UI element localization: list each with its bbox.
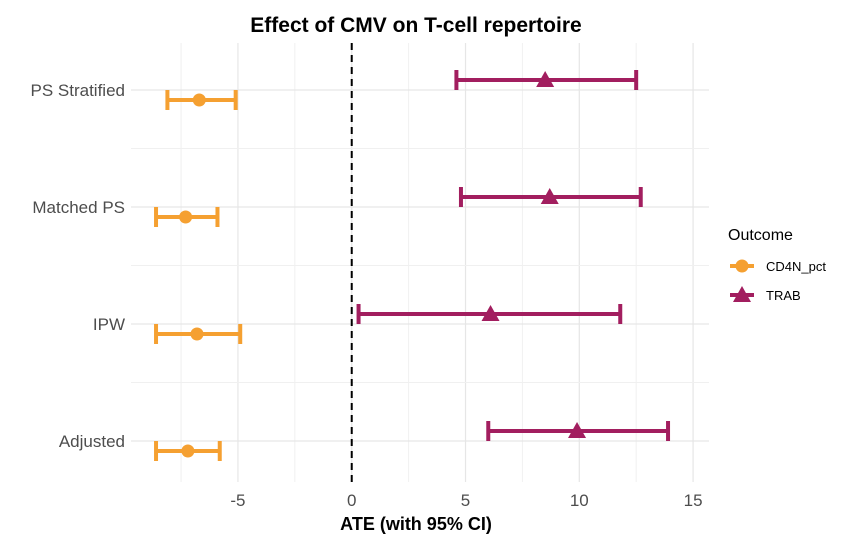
error-bar-TRAB — [356, 304, 623, 324]
error-bar-CD4N_pct — [154, 207, 220, 227]
x-axis-label: ATE (with 95% CI) — [340, 514, 492, 534]
legend-label: CD4N_pct — [766, 259, 826, 274]
x-tick-label: 5 — [461, 491, 470, 510]
x-tick-label: 15 — [684, 491, 703, 510]
point-estimate — [481, 305, 500, 321]
point-estimate — [192, 93, 206, 107]
legend-key-marker — [735, 259, 749, 273]
x-tick-label: 10 — [570, 491, 589, 510]
y-tick-label: Adjusted — [59, 432, 125, 451]
point-estimate — [540, 188, 559, 204]
legend-title: Outcome — [728, 227, 793, 244]
y-tick-label: PS Stratified — [31, 81, 126, 100]
error-bar-TRAB — [454, 70, 639, 90]
chart-title: Effect of CMV on T-cell repertoire — [250, 14, 581, 37]
error-bar-CD4N_pct — [154, 441, 222, 461]
y-tick-label: IPW — [93, 315, 125, 334]
y-tick-label: Matched PS — [32, 198, 125, 217]
point-estimate — [568, 422, 587, 438]
error-bar-CD4N_pct — [165, 90, 238, 110]
grid-lines — [131, 43, 709, 482]
legend-item-CD4N_pct: CD4N_pct — [730, 259, 826, 274]
legend-item-TRAB: TRAB — [730, 286, 801, 303]
x-tick-label: -5 — [230, 491, 245, 510]
error-bar-TRAB — [458, 187, 643, 207]
y-tick-labels: PS Stratified Matched PS IPW Adjusted — [31, 81, 126, 451]
point-estimate — [536, 71, 555, 87]
legend-label: TRAB — [766, 288, 801, 303]
legend: Outcome CD4N_pct TRAB — [728, 227, 826, 303]
error-bar-TRAB — [486, 421, 671, 441]
x-tick-label: 0 — [347, 491, 356, 510]
error-bar-CD4N_pct — [154, 324, 243, 344]
point-estimate — [181, 444, 195, 458]
x-tick-labels: -5 0 5 10 15 — [230, 491, 702, 510]
legend-key-marker — [733, 286, 751, 302]
point-estimate — [179, 210, 193, 224]
data-marks — [154, 70, 671, 461]
point-estimate — [190, 327, 204, 341]
